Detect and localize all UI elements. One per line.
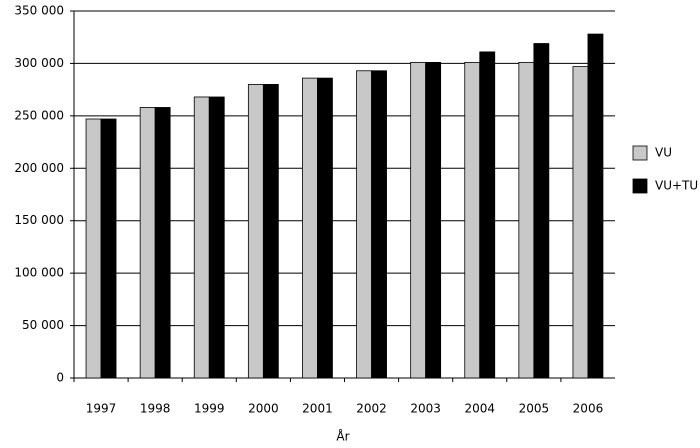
bar: [533, 43, 550, 379]
y-tick-label: 0: [56, 371, 64, 385]
x-tick-label: 2003: [410, 402, 441, 416]
bar: [100, 118, 117, 379]
bar: [410, 61, 427, 379]
y-tick-label: 200 000: [14, 161, 64, 175]
legend-swatch: [632, 145, 648, 161]
x-tick-label: 2002: [356, 402, 387, 416]
legend-swatch: [632, 178, 648, 194]
x-tick-label: 1998: [140, 402, 171, 416]
bar: [262, 84, 279, 379]
bar: [356, 70, 372, 379]
x-tick-label: 1999: [194, 402, 225, 416]
bar: [425, 61, 442, 379]
bar: [302, 77, 318, 379]
bar: [572, 66, 589, 379]
x-tick-label: 2006: [573, 402, 604, 416]
bar: [193, 96, 210, 379]
bar: [518, 61, 535, 379]
bar: [479, 51, 496, 379]
bar: [154, 107, 171, 379]
y-tick-label: 150 000: [14, 213, 64, 227]
bar: [371, 70, 387, 379]
y-tick-label: 100 000: [14, 266, 64, 280]
legend-label: VU+TU: [655, 179, 698, 193]
y-tick-label: 50 000: [22, 318, 64, 332]
x-tick-label: 1997: [86, 402, 117, 416]
bar: [587, 33, 604, 379]
y-tick-label: 250 000: [14, 108, 64, 122]
x-tick-label: 2001: [302, 402, 333, 416]
bar: [247, 84, 264, 379]
bar: [139, 107, 156, 379]
x-tick-label: 2004: [464, 402, 495, 416]
legend-label: VU: [655, 146, 672, 160]
y-tick-label: 300 000: [14, 56, 64, 70]
bar: [85, 118, 102, 379]
bar: [208, 96, 225, 379]
y-tick-label: 350 000: [14, 4, 64, 18]
x-tick-label: 2000: [248, 402, 279, 416]
x-tick-label: 2005: [519, 402, 550, 416]
bar: [464, 61, 481, 379]
x-axis-label: År: [336, 429, 349, 444]
bar: [317, 77, 333, 379]
